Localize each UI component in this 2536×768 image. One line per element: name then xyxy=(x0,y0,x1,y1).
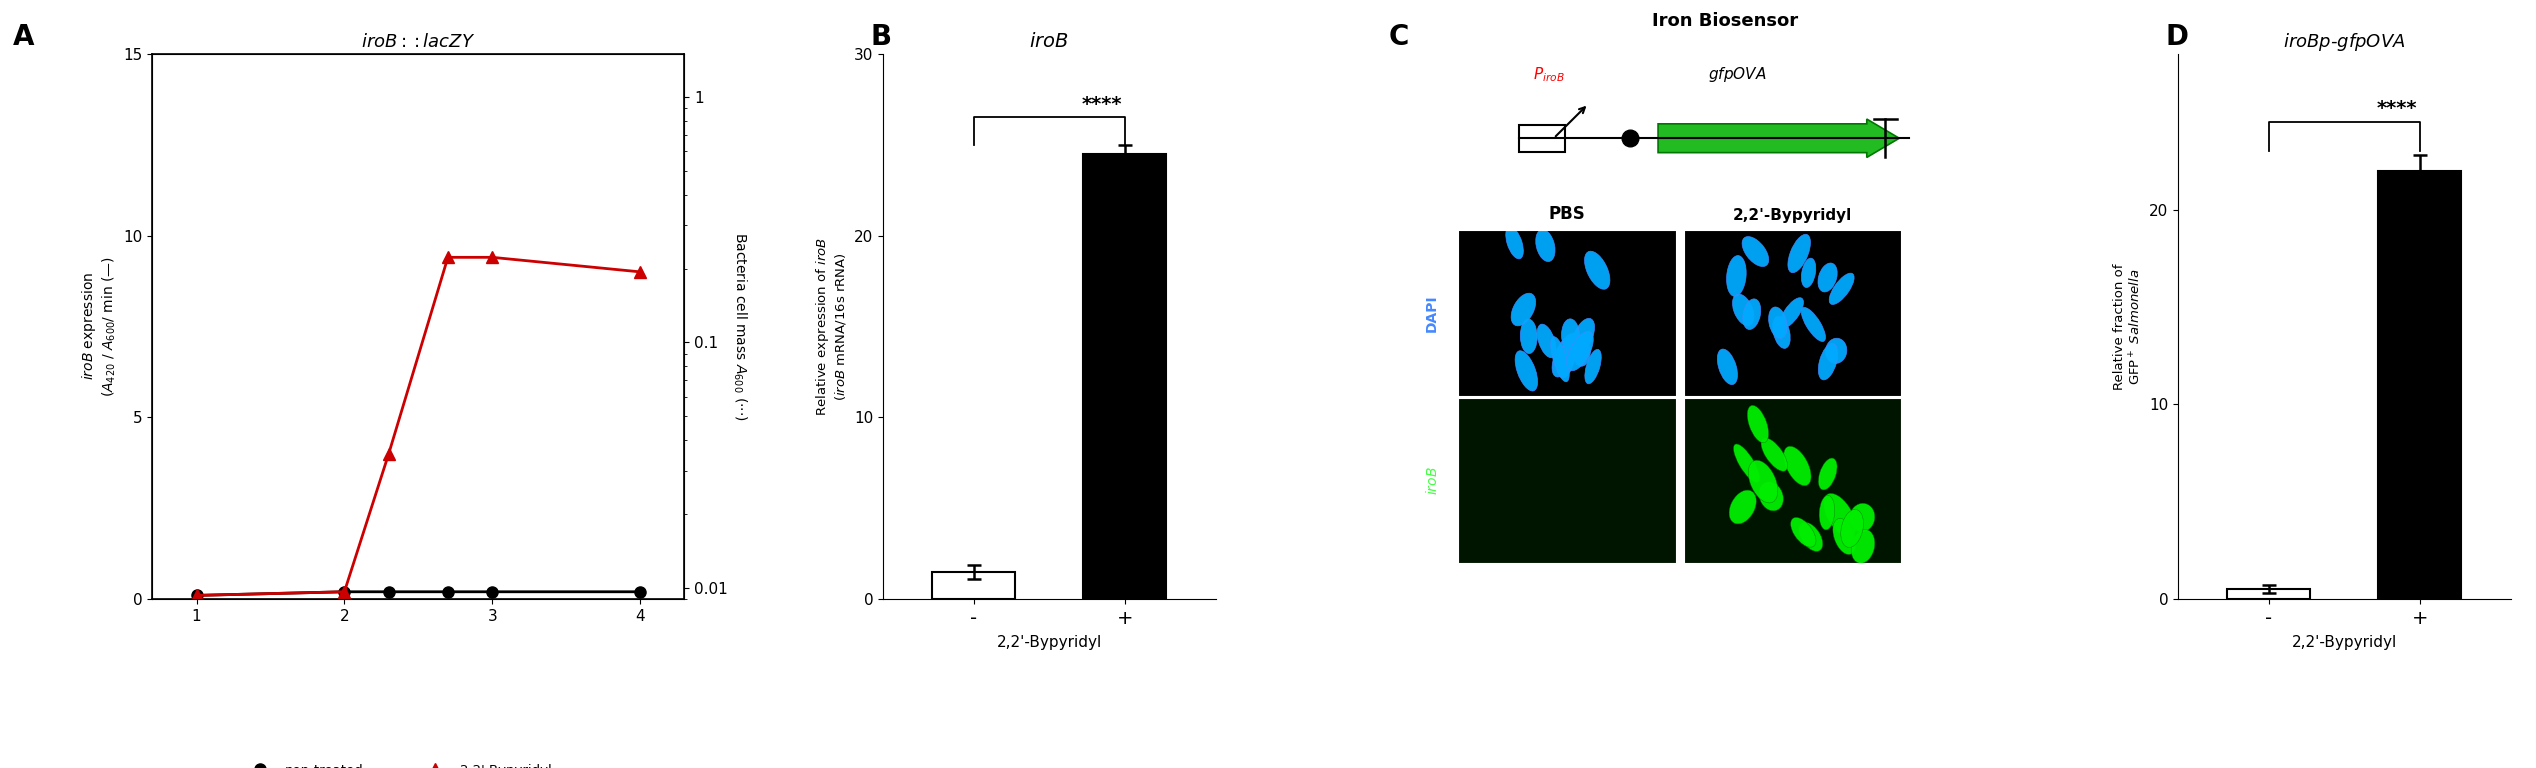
Ellipse shape xyxy=(1519,319,1537,353)
Y-axis label: Relative expression of $iroB$
($iroB$ mRNA/16s rRNA): Relative expression of $iroB$ ($iroB$ mR… xyxy=(814,237,847,416)
Bar xyxy=(1519,124,1565,151)
Ellipse shape xyxy=(1717,349,1737,385)
Text: C: C xyxy=(1390,23,1410,51)
Ellipse shape xyxy=(1552,336,1570,382)
Text: $iroB$: $iroB$ xyxy=(1425,466,1440,495)
Ellipse shape xyxy=(1727,256,1747,296)
Bar xyxy=(1083,154,1167,599)
Text: A: A xyxy=(13,23,33,51)
Ellipse shape xyxy=(1849,503,1874,532)
Y-axis label: $iroB$ expression
($A_{420}$ / $A_{600}$/ min (—): $iroB$ expression ($A_{420}$ / $A_{600}$… xyxy=(79,256,117,397)
Ellipse shape xyxy=(1783,446,1811,485)
Ellipse shape xyxy=(1826,338,1846,363)
Text: $gfpOVA$: $gfpOVA$ xyxy=(1707,65,1765,84)
Ellipse shape xyxy=(1572,319,1595,354)
Bar xyxy=(2379,170,2462,599)
Ellipse shape xyxy=(1742,299,1760,329)
Text: DAPI: DAPI xyxy=(1425,294,1440,332)
Ellipse shape xyxy=(1801,307,1826,342)
X-axis label: 2,2'-Bypyridyl: 2,2'-Bypyridyl xyxy=(2293,634,2397,650)
Ellipse shape xyxy=(1747,460,1778,503)
Ellipse shape xyxy=(1585,251,1610,290)
Text: 2,2'-Bypyridyl: 2,2'-Bypyridyl xyxy=(1732,207,1851,223)
Ellipse shape xyxy=(1567,332,1593,371)
Ellipse shape xyxy=(1798,522,1823,551)
Ellipse shape xyxy=(1585,349,1600,384)
Ellipse shape xyxy=(1735,444,1760,482)
Ellipse shape xyxy=(1818,495,1834,530)
Ellipse shape xyxy=(1823,494,1856,537)
Text: ****: **** xyxy=(1080,94,1121,114)
Ellipse shape xyxy=(1732,294,1755,326)
Ellipse shape xyxy=(1818,343,1839,380)
Ellipse shape xyxy=(1730,490,1757,524)
Text: B: B xyxy=(870,23,890,51)
Ellipse shape xyxy=(1562,319,1580,352)
Ellipse shape xyxy=(1841,509,1864,548)
Ellipse shape xyxy=(1572,336,1590,366)
Title: $iroB::lacZY$: $iroB::lacZY$ xyxy=(360,33,477,51)
Y-axis label: Relative fraction of
GFP$^+$ $Salmonella$: Relative fraction of GFP$^+$ $Salmonella… xyxy=(2112,263,2143,389)
Ellipse shape xyxy=(1834,518,1856,554)
Ellipse shape xyxy=(1506,227,1524,259)
Y-axis label: Bacteria cell mass $A_{600}$ (···): Bacteria cell mass $A_{600}$ (···) xyxy=(730,232,748,421)
Ellipse shape xyxy=(1742,237,1768,266)
FancyArrow shape xyxy=(1659,119,1899,157)
Ellipse shape xyxy=(1773,316,1790,349)
Ellipse shape xyxy=(1537,230,1555,262)
Ellipse shape xyxy=(1552,333,1580,377)
Ellipse shape xyxy=(1557,341,1575,378)
Ellipse shape xyxy=(1760,482,1783,511)
Ellipse shape xyxy=(1818,263,1836,292)
Ellipse shape xyxy=(1760,438,1788,472)
Text: ****: **** xyxy=(2376,99,2417,118)
Title: $iroB$: $iroB$ xyxy=(1030,31,1070,51)
Text: PBS: PBS xyxy=(1549,205,1585,223)
Text: Iron Biosensor: Iron Biosensor xyxy=(1651,12,1798,29)
Ellipse shape xyxy=(1747,406,1768,443)
Ellipse shape xyxy=(1514,351,1537,391)
Bar xyxy=(2227,589,2310,599)
Text: D: D xyxy=(2166,23,2189,51)
Ellipse shape xyxy=(1788,234,1811,273)
Ellipse shape xyxy=(1790,518,1816,547)
Ellipse shape xyxy=(1780,298,1803,328)
Text: $P_{iroB}$: $P_{iroB}$ xyxy=(1532,66,1565,84)
Ellipse shape xyxy=(1537,324,1557,358)
Ellipse shape xyxy=(1511,293,1537,326)
Bar xyxy=(933,571,1014,599)
X-axis label: 2,2'-Bypyridyl: 2,2'-Bypyridyl xyxy=(997,634,1101,650)
Ellipse shape xyxy=(1768,307,1788,339)
Ellipse shape xyxy=(1851,530,1874,563)
Ellipse shape xyxy=(1828,273,1854,304)
Title: $iroBp$-$gfpOVA$: $iroBp$-$gfpOVA$ xyxy=(2282,31,2407,53)
Legend: non-treated, $A_{600}$ (non-treated), 2,2'-Bypyridyl, $A_{600}$ (2,2'-Bypyridyl): non-treated, $A_{600}$ (non-treated), 2,… xyxy=(236,758,601,768)
Ellipse shape xyxy=(1801,258,1816,287)
Ellipse shape xyxy=(1818,458,1836,490)
